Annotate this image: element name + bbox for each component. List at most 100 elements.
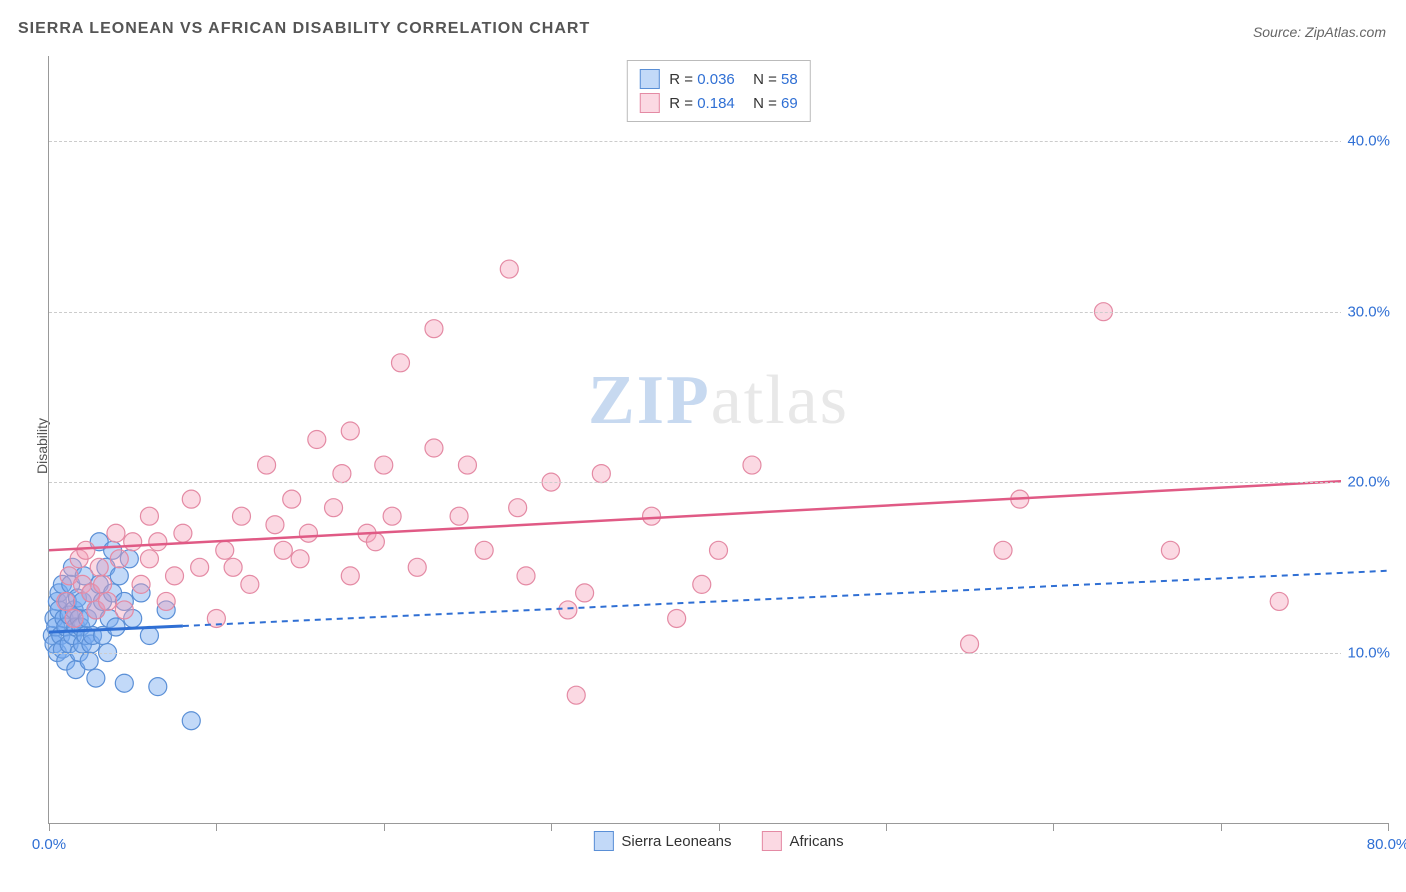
data-point	[224, 558, 242, 576]
y-tick-label: 30.0%	[1341, 303, 1390, 320]
data-point	[366, 533, 384, 551]
legend-series-item: Sierra Leoneans	[593, 831, 731, 851]
data-point	[166, 567, 184, 585]
data-point	[94, 575, 112, 593]
data-point	[325, 499, 343, 517]
plot-area: ZIPatlas R = 0.036 N = 58 R = 0.184 N = …	[48, 56, 1388, 824]
data-point	[341, 567, 359, 585]
data-point	[475, 541, 493, 559]
data-point	[191, 558, 209, 576]
source-label: Source: ZipAtlas.com	[1253, 24, 1386, 40]
chart-title: SIERRA LEONEAN VS AFRICAN DISABILITY COR…	[18, 20, 590, 38]
scatter-svg	[49, 56, 1388, 823]
data-point	[308, 431, 326, 449]
data-point	[333, 465, 351, 483]
data-point	[258, 456, 276, 474]
legend-stats: R = 0.036 N = 58 R = 0.184 N = 69	[626, 60, 810, 122]
x-tick	[216, 823, 217, 831]
data-point	[149, 533, 167, 551]
data-point	[87, 669, 105, 687]
data-point	[140, 507, 158, 525]
data-point	[458, 456, 476, 474]
data-point	[115, 674, 133, 692]
data-point	[110, 550, 128, 568]
data-point	[1270, 592, 1288, 610]
data-point	[299, 524, 317, 542]
data-point	[509, 499, 527, 517]
data-point	[710, 541, 728, 559]
data-point	[576, 584, 594, 602]
data-point	[383, 507, 401, 525]
data-point	[110, 567, 128, 585]
data-point	[291, 550, 309, 568]
data-point	[408, 558, 426, 576]
data-point	[283, 490, 301, 508]
x-tick-label: 0.0%	[32, 836, 66, 853]
data-point	[517, 567, 535, 585]
data-point	[216, 541, 234, 559]
data-point	[266, 516, 284, 534]
y-tick-label: 40.0%	[1341, 133, 1390, 150]
data-point	[450, 507, 468, 525]
data-point	[961, 635, 979, 653]
data-point	[182, 712, 200, 730]
data-point	[391, 354, 409, 372]
x-tick	[886, 823, 887, 831]
legend-series-item: Africans	[761, 831, 843, 851]
data-point	[994, 541, 1012, 559]
legend-r-label: R = 0.184	[669, 95, 734, 112]
data-point	[124, 533, 142, 551]
y-tick-label: 20.0%	[1341, 474, 1390, 491]
data-point	[149, 678, 167, 696]
legend-stats-row: R = 0.036 N = 58	[639, 67, 797, 91]
gridline	[49, 312, 1388, 313]
data-point	[1161, 541, 1179, 559]
legend-r-label: R = 0.036	[669, 71, 734, 88]
trend-line	[183, 571, 1388, 626]
data-point	[341, 422, 359, 440]
legend-swatch	[639, 93, 659, 113]
legend-series: Sierra Leoneans Africans	[593, 831, 843, 851]
data-point	[425, 320, 443, 338]
data-point	[132, 575, 150, 593]
data-point	[559, 601, 577, 619]
x-tick	[1053, 823, 1054, 831]
gridline	[49, 653, 1388, 654]
data-point	[140, 550, 158, 568]
data-point	[693, 575, 711, 593]
data-point	[107, 618, 125, 636]
data-point	[57, 592, 75, 610]
legend-series-label: Africans	[789, 833, 843, 850]
y-tick-label: 10.0%	[1341, 644, 1390, 661]
data-point	[375, 456, 393, 474]
data-point	[743, 456, 761, 474]
data-point	[157, 592, 175, 610]
data-point	[425, 439, 443, 457]
legend-swatch	[761, 831, 781, 851]
data-point	[567, 686, 585, 704]
data-point	[80, 652, 98, 670]
x-tick	[1388, 823, 1389, 831]
x-tick	[551, 823, 552, 831]
legend-swatch	[639, 69, 659, 89]
legend-series-label: Sierra Leoneans	[621, 833, 731, 850]
data-point	[182, 490, 200, 508]
x-tick	[49, 823, 50, 831]
legend-n-label: N = 69	[745, 95, 798, 112]
x-tick	[719, 823, 720, 831]
data-point	[241, 575, 259, 593]
legend-n-label: N = 58	[745, 71, 798, 88]
x-tick	[384, 823, 385, 831]
gridline	[49, 482, 1388, 483]
data-point	[274, 541, 292, 559]
data-point	[90, 558, 108, 576]
data-point	[643, 507, 661, 525]
data-point	[232, 507, 250, 525]
gridline	[49, 141, 1388, 142]
data-point	[99, 592, 117, 610]
x-tick-label: 80.0%	[1367, 836, 1406, 853]
data-point	[107, 524, 125, 542]
data-point	[174, 524, 192, 542]
data-point	[65, 609, 83, 627]
legend-stats-row: R = 0.184 N = 69	[639, 91, 797, 115]
